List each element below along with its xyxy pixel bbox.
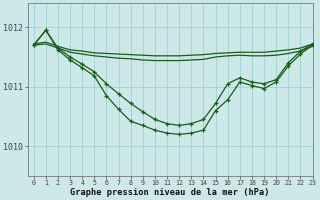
X-axis label: Graphe pression niveau de la mer (hPa): Graphe pression niveau de la mer (hPa) bbox=[70, 188, 270, 197]
